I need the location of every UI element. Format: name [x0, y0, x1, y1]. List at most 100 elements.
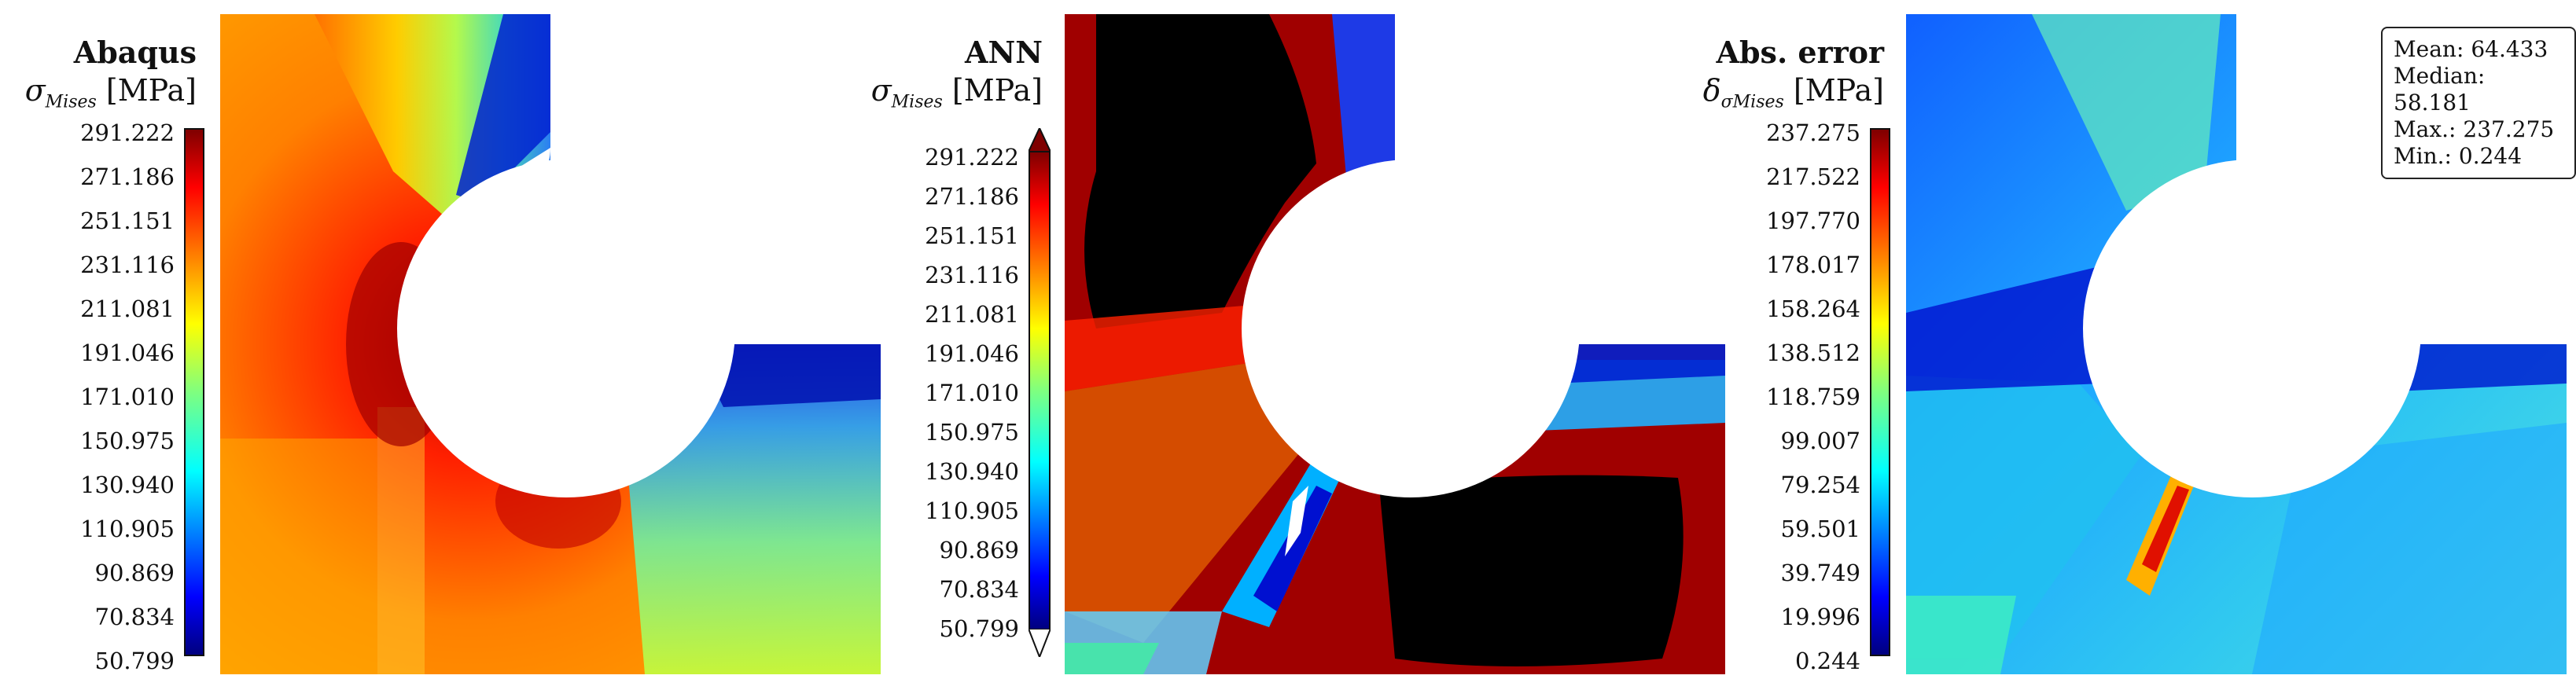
- panel-abaqus: Abaqus σMises [MPa] 291.222 271.186 251.…: [0, 0, 881, 690]
- tick-label: 197.770: [1766, 207, 1860, 234]
- low-stress-zone: [1536, 344, 1725, 384]
- colorbar: [1870, 128, 1890, 656]
- tick-label: 150.975: [80, 428, 175, 454]
- colorbar-label-unit: [MPa]: [951, 73, 1043, 108]
- stat-max: Max.: 237.275: [2394, 116, 2563, 143]
- tick-label: 217.522: [1766, 163, 1860, 190]
- stress-field-plot: [220, 14, 881, 674]
- field-band-vertical: [377, 407, 425, 674]
- colorbar-label-unit: [MPa]: [1793, 73, 1884, 108]
- error-stats-box: Mean: 64.433 Median: 58.181 Max.: 237.27…: [2381, 27, 2576, 179]
- high-error-band: [2142, 486, 2189, 572]
- field-band-diagonal: [220, 439, 377, 674]
- colorbar-label-unit: [MPa]: [105, 73, 197, 108]
- tick-label: 110.905: [80, 516, 175, 542]
- colorbar-extend-top: [1029, 128, 1051, 152]
- chart-title: ANN: [965, 35, 1043, 70]
- tick-label: 19.996: [1780, 604, 1860, 630]
- colorbar-label-subscript: Mises: [891, 92, 943, 112]
- low-error-zone: [2378, 344, 2567, 391]
- tick-label: 59.501: [1780, 516, 1860, 542]
- high-stress-band: [1065, 360, 1324, 643]
- tick-label: 130.940: [80, 472, 175, 498]
- tick-label: 138.512: [1766, 339, 1860, 366]
- tick-label: 70.834: [94, 604, 175, 630]
- tick-label: 50.799: [94, 648, 175, 674]
- notch-bottom-right: [696, 328, 739, 344]
- tick-label: 158.264: [1766, 295, 1860, 322]
- stat-median: Median: 58.181: [2394, 63, 2563, 116]
- stat-mean: Mean: 64.433: [2394, 36, 2563, 63]
- tick-label: 90.869: [939, 537, 1019, 563]
- low-stress-band: [1253, 486, 1332, 611]
- tick-label: 118.759: [1766, 384, 1860, 410]
- low-error-zone: [2252, 423, 2567, 674]
- tick-label: 191.046: [925, 340, 1019, 367]
- plate-hole: [1242, 160, 1580, 497]
- tick-label: 110.905: [925, 497, 1019, 524]
- tick-label: 211.081: [925, 301, 1019, 328]
- stat-max-label: Max.:: [2394, 116, 2456, 142]
- tick-label: 171.010: [80, 384, 175, 410]
- tick-label: 211.081: [80, 295, 175, 322]
- colorbar: [1029, 151, 1051, 630]
- underflow-region: [1285, 486, 1308, 556]
- tick-label: 271.186: [925, 183, 1019, 210]
- tick-label: 291.222: [925, 144, 1019, 171]
- overflow-region: [1084, 14, 1316, 328]
- overflow-region: [1379, 475, 1684, 666]
- plate-hole: [2083, 160, 2421, 497]
- tick-label: 39.749: [1780, 560, 1860, 586]
- mid-error-zone: [1906, 376, 2142, 659]
- tick-label: 130.940: [925, 458, 1019, 485]
- tick-label: 231.116: [925, 262, 1019, 288]
- low-stress-zone: [456, 14, 550, 203]
- tick-label: 291.222: [80, 119, 175, 146]
- stat-mean-label: Mean:: [2394, 36, 2464, 62]
- panel-ann: ANN σMises [MPa] 291.222 271.186 251.151…: [841, 0, 1725, 690]
- tick-label: 0.244: [1794, 648, 1860, 674]
- high-stress-band: [1065, 305, 1269, 391]
- stress-field-plot: [1065, 14, 1725, 674]
- tick-label: 99.007: [1780, 428, 1860, 454]
- colorbar-label-symbol: σ: [870, 73, 892, 108]
- tick-label: 178.017: [1766, 251, 1860, 278]
- tick-label: 251.151: [80, 207, 175, 234]
- tick-label: 271.186: [80, 163, 175, 190]
- stat-mean-value: 64.433: [2471, 36, 2548, 62]
- tick-label: 150.975: [925, 419, 1019, 446]
- colorbar-label: σMises [MPa]: [871, 75, 1043, 112]
- low-stress-band: [1065, 643, 1159, 674]
- colorbar-label: δσMises [MPa]: [1703, 75, 1884, 112]
- tick-label: 90.869: [94, 560, 175, 586]
- chart-title: Abs. error: [1716, 35, 1885, 70]
- colorbar-label-symbol: σ: [24, 73, 46, 108]
- tick-label: 50.799: [939, 615, 1019, 642]
- low-stress-zone: [1332, 14, 1395, 195]
- low-stress-zone: [692, 344, 881, 407]
- tick-label: 70.834: [939, 576, 1019, 603]
- stat-median-label: Median:: [2394, 63, 2486, 89]
- colorbar: [184, 128, 204, 656]
- tick-label: 237.275: [1766, 119, 1860, 146]
- mid-error-zone: [2032, 14, 2221, 211]
- mid-error-zone: [1906, 596, 2016, 674]
- tick-label: 191.046: [80, 339, 175, 366]
- stat-min-value: 0.244: [2458, 143, 2523, 169]
- tick-label: 231.116: [80, 251, 175, 278]
- colorbar-label-subscript: Mises: [45, 92, 97, 112]
- stat-median-value: 58.181: [2394, 90, 2471, 116]
- tick-label: 251.151: [925, 222, 1019, 249]
- stat-min-label: Min.:: [2394, 143, 2452, 169]
- colorbar-extend-bottom: [1029, 629, 1051, 657]
- tick-label: 79.254: [1780, 472, 1860, 498]
- chart-title: Abaqus: [73, 35, 197, 70]
- low-error-zone: [1906, 266, 2103, 391]
- panel-abs-error: Abs. error δσMises [MPa] 237.275 217.522…: [1683, 0, 2576, 690]
- colorbar-label: σMises [MPa]: [25, 75, 197, 112]
- stat-min: Min.: 0.244: [2394, 143, 2563, 170]
- colorbar-label-symbol: δ: [1702, 73, 1721, 108]
- colorbar-label-subscript: σMises: [1720, 92, 1784, 112]
- tick-label: 171.010: [925, 380, 1019, 406]
- stat-max-value: 237.275: [2463, 116, 2555, 142]
